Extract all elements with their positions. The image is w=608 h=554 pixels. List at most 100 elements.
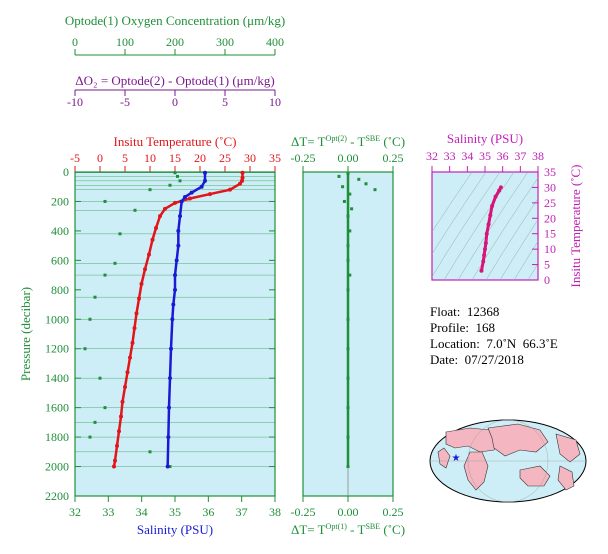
ts-point [493,194,498,199]
pressure-tick-label: 1800 [45,430,69,444]
ts-point [484,231,489,236]
delta-o2-tick-label: -5 [120,95,130,109]
salinity-point [170,317,175,322]
delta-t-point [337,174,341,178]
salinity-tick-label: 35 [169,505,181,519]
temperature-point [147,252,151,257]
ts-temperature-label: Insitu Temperature (˚C) [568,164,583,287]
delta-t-top-tick-label: 0.25 [383,151,404,165]
ts-temperature-tick-label: 5 [544,258,550,272]
salinity-point [176,228,181,233]
density-contour [513,240,538,280]
oxygen-point [148,450,152,454]
delta-o2-axis-label: ΔO₂ = Optode(2) - Optode(1) (μm/kg) [75,73,274,88]
temperature-point [240,175,245,180]
temperature-point [120,399,125,404]
temperature-point [188,196,192,201]
ts-salinity-label: Salinity (PSU) [447,131,523,146]
oxygen-point [118,232,122,236]
oxygen-tick-label: 200 [166,35,184,49]
oxygen-tick-label: 300 [216,35,234,49]
temperature-point [238,181,242,186]
salinity-point [199,184,204,189]
temperature-tick-label: 10 [144,151,156,165]
profile-panel: Insitu Temperature (˚C) -5 0 5 10 15 20 25 30 35… [18,134,393,537]
delta-t-point [348,229,352,233]
density-contour [432,172,501,278]
ts-point [481,259,486,264]
temperature-point [113,458,117,463]
ts-salinity-ticks: 32 33 34 35 36 37 38 [426,149,544,172]
delta-t-bottom-tick-label: -0.25 [291,505,316,519]
delta-t-point [357,177,361,181]
salinity-point [203,170,207,175]
pressure-tick-label: 2000 [45,460,69,474]
temperature-tick-label: 35 [269,151,281,165]
temperature-point [173,200,177,205]
delta-t-point [346,288,350,292]
oxygen-point [168,465,172,469]
pressure-tick-label: 200 [51,194,69,208]
ts-salinity-tick-label: 33 [444,149,456,163]
oxygen-point [93,420,97,424]
pressure-tick-label: 0 [63,165,69,179]
temperature-point [134,311,139,316]
delta-t-point [341,185,345,189]
temperature-point [132,326,137,331]
delta-t-bottom-label: ΔT= TOpt(1) - TSBE (˚C) [291,522,405,537]
temperature-point [115,443,119,448]
delta-t-point [346,244,350,248]
density-contour [499,219,538,280]
ts-salinity-tick-label: 38 [532,149,544,163]
density-contours [432,172,538,280]
oxygen-point [168,183,172,187]
delta-o2-tick-label: 5 [222,95,228,109]
salinity-point [166,435,171,440]
salinity-tick-label: 36 [202,505,214,519]
temperature-point [154,225,158,230]
float-location-marker: ★ [452,453,461,464]
ts-temperature-tick-label: 15 [544,227,556,241]
ts-point [488,213,493,218]
ts-point [483,240,488,245]
delta-o2-tick-label: -10 [67,95,83,109]
salinity-point [176,243,181,248]
delta-t-point [346,376,350,380]
delta-t-bottom-tick-label: 0.00 [338,505,359,519]
delta-t-point [348,273,352,277]
salinity-point [174,258,179,263]
temperature-line [112,172,244,467]
temperature-point [208,192,212,197]
oxygen-point [173,171,177,175]
temperature-point [123,385,127,390]
temperature-point [240,178,244,183]
delta-t-point [346,406,350,410]
ts-temperature-tick-label: 35 [544,165,556,179]
salinity-tick-label: 37 [236,505,248,519]
oxygen-tick-label: 100 [116,35,134,49]
salinity-point [203,178,207,183]
profile-number: Profile: 168 [430,320,495,335]
delta-t-bottom-tick-label: 0.25 [383,505,404,519]
salinity-point [178,214,182,219]
oxygen-point [98,376,102,380]
float-id: Float: 12368 [430,304,500,319]
temperature-point [158,214,162,219]
temperature-tick-label: 15 [169,151,181,165]
salinity-point [168,376,172,381]
temperature-point [137,296,141,301]
temperature-series [112,170,245,469]
salinity-tick-label: 32 [69,505,81,519]
salinity-point [189,190,194,195]
delta-t-point [346,465,350,469]
oxygen-point [148,188,152,192]
density-contour [432,172,487,255]
temperature-tick-label: 5 [122,151,128,165]
oxygen-tick-label: 0 [72,35,78,49]
delta-t-point [348,192,352,196]
profile-date: Date: 07/27/2018 [430,352,524,367]
delta-o2-tick-label: 0 [172,95,178,109]
ts-temperature-tick-label: 25 [544,196,556,210]
